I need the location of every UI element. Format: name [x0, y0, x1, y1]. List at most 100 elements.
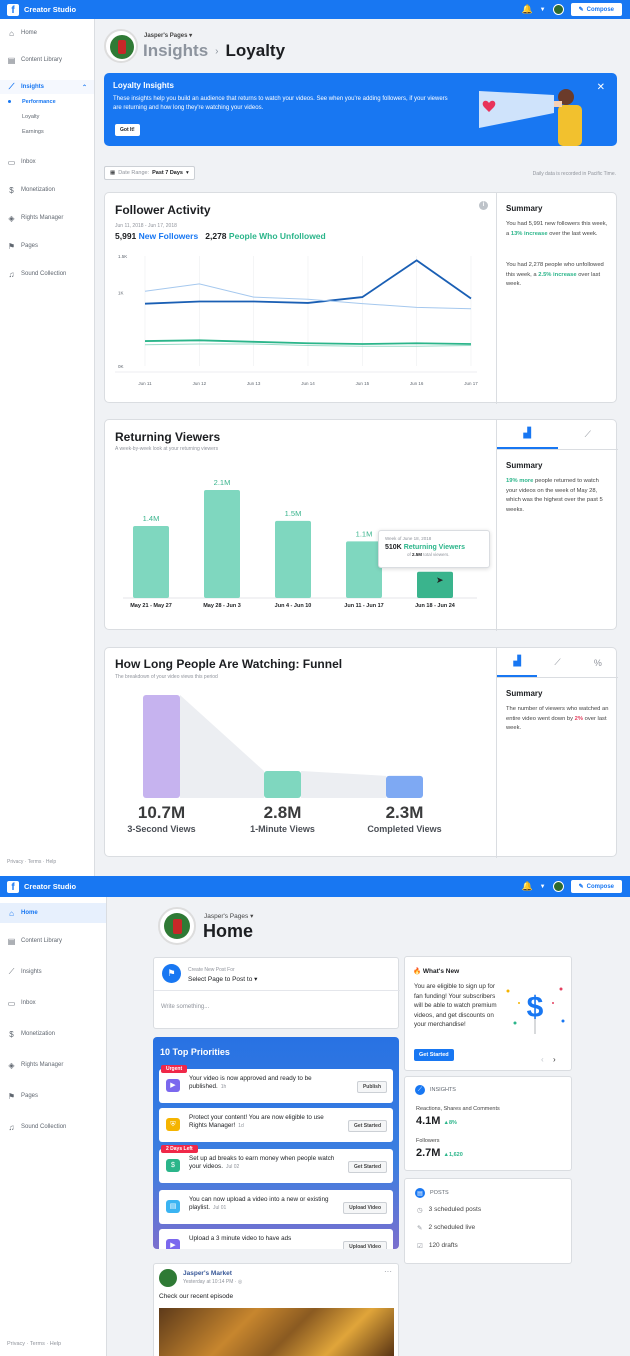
scheduled-live-link[interactable]: ✎ 2 scheduled live	[417, 1224, 476, 1232]
sidebar-item-home[interactable]: ⌂ Home	[0, 903, 106, 923]
sidebar-item-performance[interactable]: Performance	[0, 94, 94, 109]
chevron-right-icon: ›	[215, 45, 219, 57]
sound-icon: ♫	[8, 269, 15, 279]
privacy-link[interactable]: Privacy	[7, 1341, 26, 1347]
priority-action-button[interactable]: Upload Video	[343, 1202, 387, 1214]
bar[interactable]	[204, 490, 240, 598]
funnel-bar[interactable]	[264, 771, 301, 798]
notification-bell-icon[interactable]: 🔔	[521, 4, 533, 14]
summary-title: Summary	[506, 204, 543, 213]
help-link[interactable]: Help	[45, 859, 57, 865]
notification-bell-icon[interactable]: 🔔	[521, 881, 533, 891]
sidebar-item-pages[interactable]: ⚑ Pages	[7, 1091, 39, 1101]
avatar[interactable]	[552, 4, 564, 15]
summary-title: Summary	[506, 689, 543, 698]
x-tick-label: Jun 16	[410, 381, 424, 386]
bar[interactable]	[133, 526, 169, 598]
percent-icon[interactable]: %	[593, 657, 602, 668]
shield-icon: ◈	[8, 1060, 15, 1070]
priority-action-button[interactable]: Get Started	[348, 1161, 387, 1173]
scheduled-posts-link[interactable]: ◷ 3 scheduled posts	[417, 1206, 482, 1214]
page-avatar	[104, 29, 138, 63]
sidebar-item-rights-manager[interactable]: ◈ Rights Manager	[8, 213, 64, 223]
y-tick-label: 0K	[118, 364, 124, 369]
compose-button[interactable]: ✎ Compose	[570, 880, 622, 893]
sidebar-item-earnings[interactable]: Earnings	[22, 128, 44, 135]
globe-icon: ◎	[237, 1279, 243, 1285]
write-something-input[interactable]: Write something...	[161, 1004, 210, 1010]
chevron-down-icon[interactable]: ▼	[539, 883, 546, 890]
terms-link[interactable]: Terms	[29, 1341, 45, 1347]
pencil-icon: ✎	[417, 1225, 423, 1232]
page-selector[interactable]: Jasper's Pages ▾	[144, 33, 193, 39]
chevron-right-icon[interactable]: ›	[553, 1055, 556, 1064]
priority-action-button[interactable]: Upload Video	[343, 1241, 387, 1249]
series-line	[144, 283, 472, 310]
sidebar-item-insights[interactable]: ⟋ Insights	[8, 967, 42, 976]
post-image[interactable]	[159, 1308, 394, 1356]
chevron-down-icon: ▾	[254, 976, 258, 983]
sidebar-item-sound-collection[interactable]: ♫ Sound Collection	[8, 1122, 67, 1132]
category-label: Jun 4 - Jun 10	[275, 603, 312, 609]
bar[interactable]	[346, 541, 382, 598]
sidebar-item-sound-collection[interactable]: ♫ Sound Collection	[8, 269, 67, 279]
banner-text: These insights help you build an audienc…	[113, 96, 448, 111]
whats-new-card: 🔥 What's New You are eligible to sign up…	[404, 956, 572, 1071]
line-chart-icon[interactable]: ⟋	[584, 429, 591, 439]
follower-summary-1: You had 5,991 new followers this week, a…	[506, 221, 608, 237]
compose-button[interactable]: ✎ Compose	[570, 3, 622, 16]
funnel-bar[interactable]	[143, 695, 180, 798]
bar-chart-icon[interactable]: ▟	[497, 648, 538, 677]
privacy-link[interactable]: Privacy	[7, 859, 24, 865]
breadcrumb-insights[interactable]: Insights	[143, 41, 209, 60]
bar[interactable]	[417, 571, 453, 598]
sidebar-item-pages[interactable]: ⚑ Pages	[7, 241, 39, 251]
got-it-button[interactable]: Got It!	[115, 124, 140, 136]
date-range-select[interactable]: ▦ Date Range: Past 7 Days ▾	[104, 166, 195, 180]
facebook-logo-icon[interactable]: f	[7, 3, 19, 16]
page-title: Loyalty	[225, 41, 286, 60]
avatar[interactable]	[552, 881, 564, 892]
sidebar-item-content-library[interactable]: ▤ Content Library	[7, 55, 63, 65]
line-chart-icon[interactable]: ⟋	[554, 657, 561, 667]
terms-link[interactable]: Terms	[27, 859, 42, 865]
post-author[interactable]: Jasper's Market	[183, 1270, 232, 1277]
info-icon[interactable]: i	[479, 201, 488, 210]
bar-label: 1.5M	[285, 509, 302, 518]
page-select-dropdown[interactable]: Select Page to Post to ▾	[188, 976, 258, 983]
x-tick-label: Jun 17	[464, 381, 478, 386]
page-selector[interactable]: Jasper's Pages ▾	[204, 913, 254, 920]
more-options-icon[interactable]: ···	[384, 1267, 392, 1276]
get-started-button[interactable]: Get Started	[414, 1049, 454, 1061]
help-link[interactable]: Help	[49, 1341, 62, 1347]
y-tick-label: 1.5K	[118, 254, 127, 259]
funnel-bar[interactable]	[386, 775, 423, 798]
sidebar-item-loyalty[interactable]: Loyalty	[22, 113, 40, 120]
followers-value: 2.7M	[416, 1147, 441, 1159]
chevron-left-icon[interactable]: ‹	[541, 1055, 544, 1064]
app-title: Creator Studio	[24, 882, 77, 891]
facebook-logo-icon[interactable]: f	[7, 880, 19, 893]
funnel-stats: 10.7M 3-Second Views 2.8M 1-Minute Views 2.3…	[105, 803, 495, 848]
sidebar-item-monetization[interactable]: $ Monetization	[0, 1027, 106, 1041]
sidebar-item-monetization[interactable]: $ Monetization	[0, 183, 94, 197]
drafts-link[interactable]: ☑ 120 drafts	[417, 1242, 458, 1250]
sidebar-item-inbox[interactable]: ▭ Inbox	[7, 157, 36, 167]
library-icon: ▤	[7, 55, 16, 65]
priority-action-button[interactable]: Publish	[356, 1081, 387, 1093]
close-icon[interactable]: ✕	[596, 82, 605, 93]
flag-icon: ⚑	[7, 241, 16, 251]
sidebar-item-inbox[interactable]: ▭ Inbox	[7, 998, 36, 1008]
sidebar-item-content-library[interactable]: ▤ Content Library	[7, 936, 63, 946]
sidebar-item-rights-manager[interactable]: ◈ Rights Manager	[8, 1060, 64, 1070]
sidebar-item-home[interactable]: ⌂ Home	[0, 26, 94, 40]
bar-chart-icon[interactable]: ▟	[497, 420, 558, 449]
priority-action-button[interactable]: Get Started	[348, 1120, 387, 1132]
sidebar-item-insights[interactable]: ⟋ Insights ⌃	[0, 80, 94, 94]
loyalty-banner: Loyalty Insights These insights help you…	[104, 73, 617, 146]
chevron-down-icon[interactable]: ▼	[539, 6, 546, 13]
priority-item: Urgent ▶ Your video is now approved and re…	[159, 1065, 393, 1103]
funnel-chart	[143, 695, 423, 798]
clock-icon: ◷	[417, 1207, 423, 1214]
bar[interactable]	[275, 520, 311, 598]
